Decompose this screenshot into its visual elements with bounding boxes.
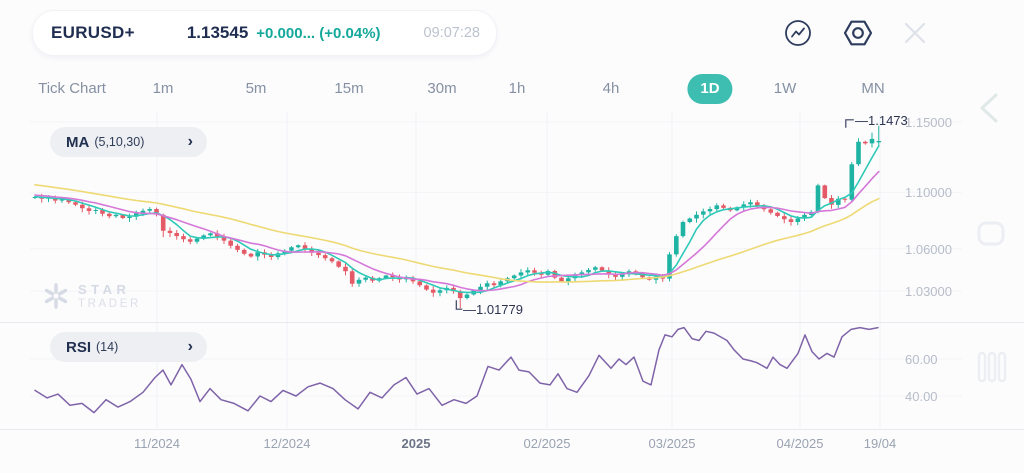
chevron-right-icon: ›	[187, 133, 193, 150]
time-axis-label: 03/2025	[648, 436, 696, 451]
timeframe-4h[interactable]: 4h	[590, 74, 633, 104]
rsi-indicator-pill[interactable]: RSI (14) ›	[50, 332, 207, 362]
time-axis-label: 02/2025	[523, 436, 571, 451]
time-axis-label: 19/04	[863, 436, 897, 451]
price-annotation-high: —1.1473	[855, 113, 908, 128]
time-axis-label: 12/2024	[263, 436, 311, 451]
last-price: 1.13545	[186, 23, 249, 42]
timeframe-15m[interactable]: 15m	[321, 74, 376, 104]
floating-window-button[interactable]	[976, 220, 1006, 248]
broker-watermark: STAR TRADER	[42, 281, 141, 311]
trend-line-icon	[785, 20, 811, 46]
ma-indicator-name: MA	[66, 133, 90, 151]
ma-indicator-pill[interactable]: MA (5,10,30) ›	[50, 127, 207, 157]
rsi-indicator-params: (14)	[96, 340, 119, 354]
quote-time: 09:07:28	[423, 25, 480, 41]
time-axis-label: 11/2024	[133, 436, 181, 451]
timeframe-1m[interactable]: 1m	[140, 74, 187, 104]
star-logo-icon	[44, 283, 68, 309]
price-axis-label: 1.15000	[905, 115, 952, 130]
quote-bar[interactable]: EURUSD+ 1.13545 +0.000... (+0.04%) 09:07…	[32, 10, 497, 56]
price-axis-label: 1.03000	[905, 284, 952, 299]
timeframe-tick-chart[interactable]: Tick Chart	[25, 74, 119, 104]
close-chart-button[interactable]	[902, 20, 928, 46]
price-annotation-low: —1.01779	[463, 302, 523, 317]
indicator-settings-button[interactable]	[783, 18, 813, 48]
gear-hexagon-icon	[843, 20, 873, 46]
watermark-line1: STAR	[78, 282, 131, 297]
collapse-panel-button[interactable]	[976, 91, 1004, 125]
timeframe-mn[interactable]: MN	[848, 74, 897, 104]
rsi-axis-label: 40.00	[905, 389, 938, 404]
timeframe-30m[interactable]: 30m	[414, 74, 469, 104]
time-axis-label: 2025	[401, 436, 431, 451]
rounded-square-icon	[977, 221, 1005, 246]
price-axis-label: 1.10000	[905, 185, 952, 200]
timeframe-1h[interactable]: 1h	[496, 74, 539, 104]
chevron-right-icon: ›	[187, 338, 193, 355]
grip-bars-icon	[977, 351, 1007, 383]
symbol-name: EURUSD+	[51, 23, 135, 42]
timeframe-1d[interactable]: 1D	[687, 74, 733, 104]
timeframe-5m[interactable]: 5m	[233, 74, 280, 104]
chart-settings-button[interactable]	[842, 17, 874, 49]
chevron-left-icon	[980, 93, 998, 123]
price-change: +0.000... (+0.04%)	[256, 24, 381, 42]
time-axis-label: 04/2025	[776, 436, 824, 451]
watermark-line2: TRADER	[78, 298, 141, 310]
rsi-axis-label: 60.00	[905, 352, 938, 367]
price-axis-label: 1.06000	[905, 242, 952, 257]
rsi-indicator-name: RSI	[66, 338, 92, 356]
grip-handle-button[interactable]	[975, 351, 1007, 383]
ma-indicator-params: (5,10,30)	[94, 135, 145, 149]
close-icon	[904, 22, 926, 44]
timeframe-1w[interactable]: 1W	[761, 74, 810, 104]
